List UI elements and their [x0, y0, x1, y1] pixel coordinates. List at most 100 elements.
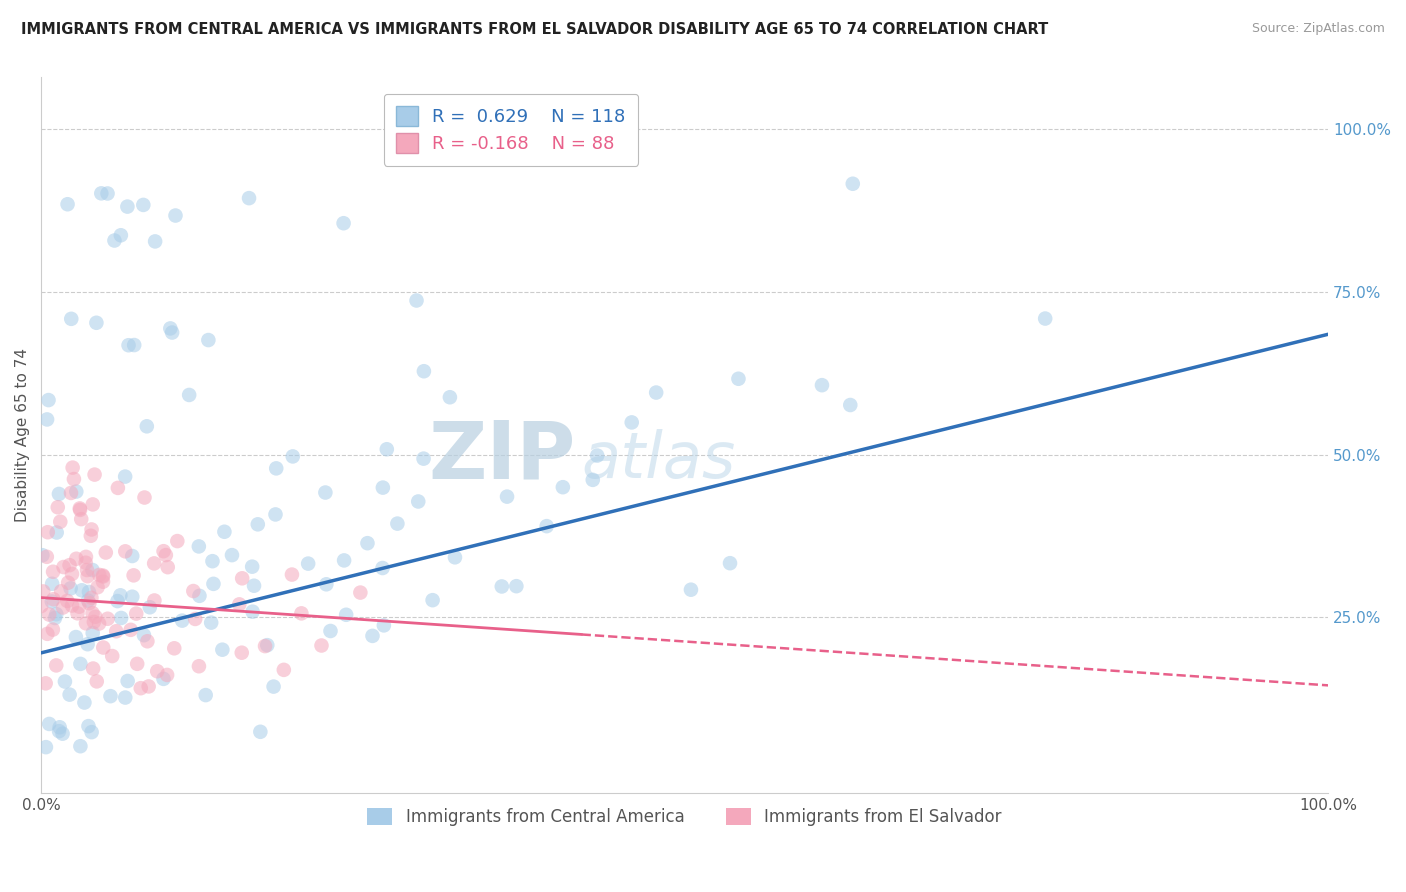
Point [121, 549, 143, 563]
Point [679, 582, 702, 597]
Point [56, 594, 79, 608]
Point [156, 560, 179, 574]
Point [69, 657, 91, 671]
Point [125, 607, 148, 621]
Point [80, 591, 103, 605]
Point [375, 442, 398, 457]
Point [59, 688, 82, 702]
Point [45, 607, 67, 622]
Point [69, 501, 91, 516]
Text: atlas: atlas [582, 429, 735, 491]
Point [53, 674, 76, 689]
Point [75, 556, 97, 570]
Point [120, 623, 142, 637]
Point [59, 486, 82, 500]
Point [91, 640, 114, 655]
Point [839, 398, 862, 412]
Point [187, 540, 209, 554]
Point [405, 293, 427, 308]
Point [110, 228, 132, 243]
Point [62, 460, 84, 475]
Point [56, 575, 79, 590]
Point [48, 487, 70, 501]
Point [35, 412, 58, 426]
Point [134, 491, 156, 505]
Point [121, 590, 143, 604]
Point [42, 592, 65, 607]
Point [297, 557, 319, 571]
Point [551, 480, 574, 494]
Point [156, 668, 179, 682]
Point [127, 657, 149, 671]
Point [75, 549, 97, 564]
Point [63, 472, 86, 486]
Point [243, 579, 266, 593]
Point [152, 672, 174, 686]
Point [66, 607, 89, 621]
Point [91, 568, 114, 582]
Legend: Immigrants from Central America, Immigrants from El Salvador: Immigrants from Central America, Immigra… [359, 799, 1011, 834]
Point [41, 594, 63, 608]
Point [315, 577, 337, 591]
Point [82, 606, 104, 620]
Point [65, 484, 87, 499]
Point [349, 585, 371, 599]
Point [727, 372, 749, 386]
Point [444, 550, 467, 565]
Point [80, 523, 103, 537]
Point [107, 594, 129, 608]
Point [188, 589, 211, 603]
Point [319, 624, 342, 638]
Point [387, 516, 409, 531]
Point [82, 563, 104, 577]
Point [412, 451, 434, 466]
Point [58, 558, 80, 573]
Point [335, 607, 357, 622]
Point [135, 419, 157, 434]
Point [105, 624, 128, 639]
Point [332, 216, 354, 230]
Point [45, 658, 67, 673]
Point [620, 416, 643, 430]
Point [221, 548, 243, 562]
Point [183, 584, 205, 599]
Point [96, 186, 118, 201]
Point [69, 503, 91, 517]
Point [91, 569, 114, 583]
Point [311, 639, 333, 653]
Point [240, 559, 263, 574]
Point [103, 234, 125, 248]
Point [422, 593, 444, 607]
Point [94, 545, 117, 559]
Point [811, 378, 834, 392]
Point [371, 481, 394, 495]
Point [69, 739, 91, 754]
Point [586, 449, 609, 463]
Point [842, 177, 865, 191]
Point [290, 607, 312, 621]
Point [211, 642, 233, 657]
Point [46, 500, 69, 515]
Point [77, 593, 100, 607]
Point [197, 333, 219, 347]
Point [75, 616, 97, 631]
Point [114, 544, 136, 558]
Point [582, 473, 605, 487]
Point [70, 583, 93, 598]
Point [117, 200, 139, 214]
Point [60, 599, 83, 613]
Point [333, 553, 356, 567]
Point [76, 563, 98, 577]
Point [34, 676, 56, 690]
Point [412, 364, 434, 378]
Point [90, 186, 112, 201]
Point [83, 467, 105, 482]
Point [371, 561, 394, 575]
Point [110, 588, 132, 602]
Point [228, 598, 250, 612]
Point [49, 515, 72, 529]
Point [37, 525, 59, 540]
Point [139, 600, 162, 615]
Point [44, 611, 66, 625]
Point [79, 596, 101, 610]
